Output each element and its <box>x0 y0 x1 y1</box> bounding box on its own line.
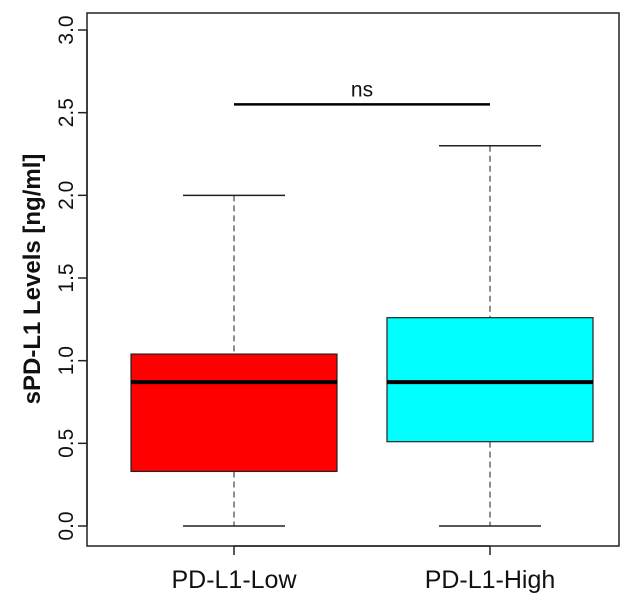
y-tick-label: 0.5 <box>55 429 78 458</box>
x-tick-label: PD-L1-Low <box>171 566 297 593</box>
y-axis: 0.0 0.5 1.0 1.5 2.0 2.5 3.0 <box>55 15 88 541</box>
y-tick-label: 2.5 <box>55 98 78 127</box>
y-tick-label: 0.0 <box>55 511 78 540</box>
y-tick-label: 3.0 <box>55 15 78 44</box>
y-tick-label: 1.5 <box>55 263 78 292</box>
boxes-layer <box>130 144 594 527</box>
box-iqr <box>386 317 594 443</box>
y-axis-title: sPD-L1 Levels [ng/ml] <box>19 154 46 405</box>
y-tick-label: 2.0 <box>55 181 78 210</box>
y-tick-label: 1.0 <box>55 346 78 375</box>
x-axis: PD-L1-Low PD-L1-High <box>171 545 556 593</box>
x-tick-label: PD-L1-High <box>425 566 556 593</box>
box-pd-l1-high <box>386 144 594 527</box>
annotations-layer: ns <box>234 78 490 106</box>
significance-label: ns <box>351 78 373 101</box>
box-pd-l1-low <box>130 194 338 527</box>
box-iqr <box>130 353 338 473</box>
